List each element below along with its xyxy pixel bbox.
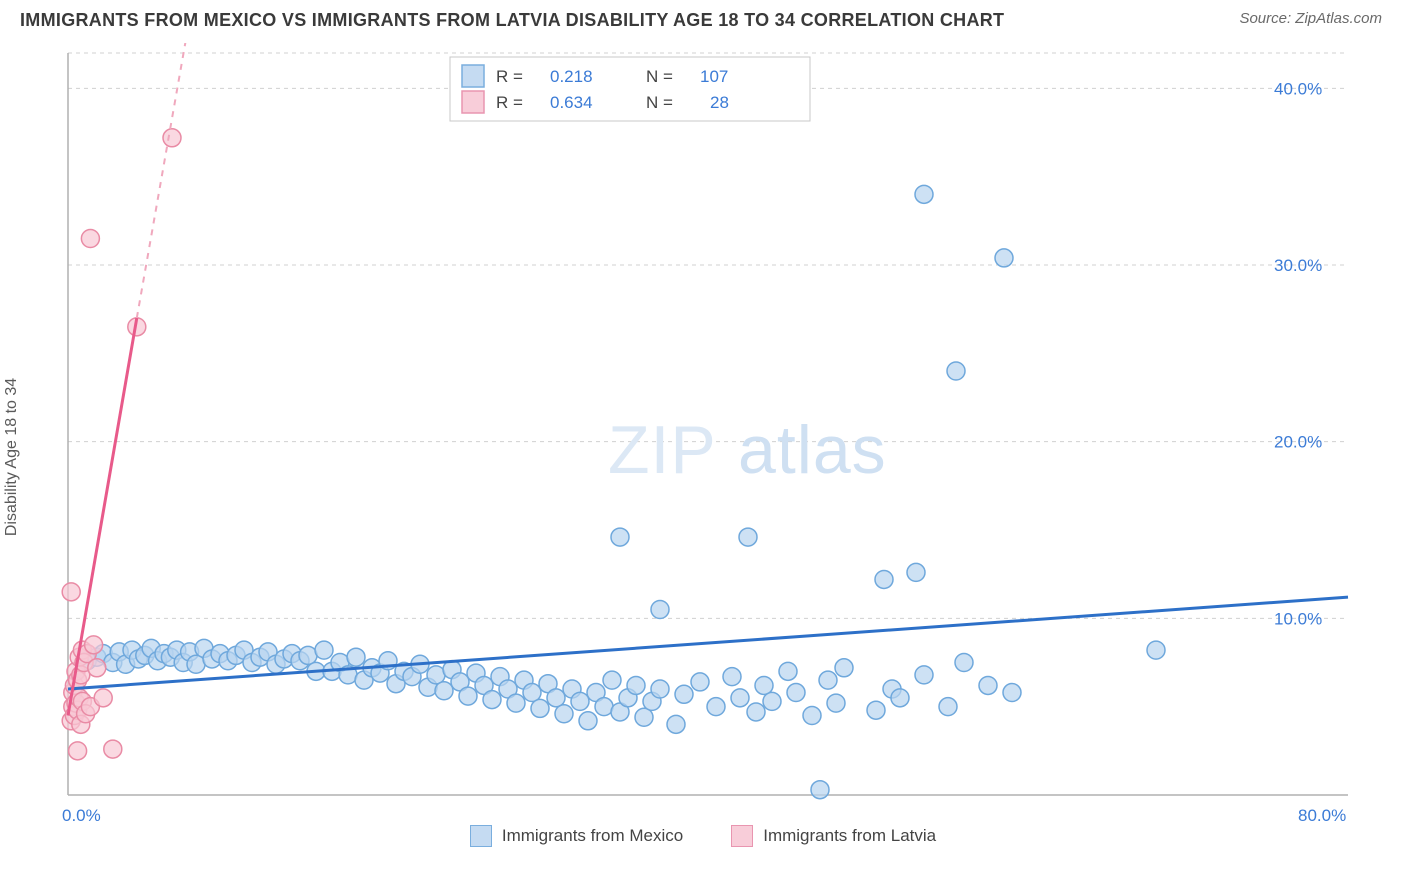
data-point: [163, 129, 181, 147]
svg-text:N =: N =: [646, 67, 673, 86]
svg-text:107: 107: [700, 67, 728, 86]
data-point: [915, 185, 933, 203]
data-point: [811, 781, 829, 799]
svg-text:0.0%: 0.0%: [62, 806, 101, 825]
data-point: [691, 673, 709, 691]
data-point: [1147, 641, 1165, 659]
data-point: [611, 528, 629, 546]
svg-text:N =: N =: [646, 93, 673, 112]
y-axis-label: Disability Age 18 to 34: [3, 378, 21, 536]
data-point: [955, 654, 973, 672]
data-point: [731, 689, 749, 707]
data-point: [667, 715, 685, 733]
data-point: [94, 689, 112, 707]
data-point: [315, 641, 333, 659]
header: IMMIGRANTS FROM MEXICO VS IMMIGRANTS FRO…: [0, 0, 1406, 43]
legend-label: Immigrants from Latvia: [763, 826, 936, 846]
data-point: [979, 676, 997, 694]
data-point: [88, 659, 106, 677]
svg-text:30.0%: 30.0%: [1274, 256, 1322, 275]
svg-text:20.0%: 20.0%: [1274, 433, 1322, 452]
square-swatch-icon: [731, 825, 753, 847]
data-point: [915, 666, 933, 684]
data-point: [739, 528, 757, 546]
data-point: [803, 707, 821, 725]
data-point: [875, 570, 893, 588]
data-point: [723, 668, 741, 686]
data-point: [595, 698, 613, 716]
data-point: [555, 705, 573, 723]
data-point: [939, 698, 957, 716]
data-point: [947, 362, 965, 380]
data-point: [81, 230, 99, 248]
data-point: [891, 689, 909, 707]
data-point: [603, 671, 621, 689]
svg-text:atlas: atlas: [738, 412, 887, 488]
chart-container: Disability Age 18 to 34 10.0% 20.0% 30.0% 4…: [0, 43, 1406, 853]
svg-text:ZIP: ZIP: [608, 412, 717, 488]
chart-title: IMMIGRANTS FROM MEXICO VS IMMIGRANTS FRO…: [20, 10, 1004, 31]
data-point: [579, 712, 597, 730]
svg-text:28: 28: [710, 93, 729, 112]
legend-item-mexico: Immigrants from Mexico: [470, 825, 683, 847]
trend-line-latvia-extrapolated: [137, 43, 196, 318]
svg-text:10.0%: 10.0%: [1274, 609, 1322, 628]
data-point: [651, 680, 669, 698]
data-point: [747, 703, 765, 721]
data-point: [62, 583, 80, 601]
data-point: [459, 687, 477, 705]
square-swatch-icon: [470, 825, 492, 847]
data-point: [995, 249, 1013, 267]
legend-item-latvia: Immigrants from Latvia: [731, 825, 936, 847]
data-point: [907, 563, 925, 581]
svg-text:40.0%: 40.0%: [1274, 79, 1322, 98]
svg-text:0.634: 0.634: [550, 93, 593, 112]
data-point: [779, 662, 797, 680]
data-point: [347, 648, 365, 666]
svg-text:0.218: 0.218: [550, 67, 593, 86]
data-point: [85, 636, 103, 654]
data-point: [507, 694, 525, 712]
data-point: [104, 740, 122, 758]
data-point: [483, 691, 501, 709]
data-point: [787, 684, 805, 702]
data-point: [675, 685, 693, 703]
data-point: [531, 699, 549, 717]
data-point: [1003, 684, 1021, 702]
data-point: [627, 676, 645, 694]
source-label: Source: ZipAtlas.com: [1239, 10, 1382, 27]
legend-label: Immigrants from Mexico: [502, 826, 683, 846]
data-point: [651, 601, 669, 619]
data-point: [827, 694, 845, 712]
svg-text:R =: R =: [496, 67, 523, 86]
scatter-plot: 10.0% 20.0% 30.0% 40.0% ZIP atlas 0.0% 80.0% R =…: [48, 43, 1368, 853]
square-swatch-icon: [462, 91, 484, 113]
bottom-legend: Immigrants from Mexico Immigrants from L…: [0, 825, 1406, 847]
data-point: [571, 692, 589, 710]
data-point: [707, 698, 725, 716]
svg-text:R =: R =: [496, 93, 523, 112]
data-point: [819, 671, 837, 689]
data-point: [763, 692, 781, 710]
data-point: [867, 701, 885, 719]
data-point: [69, 742, 87, 760]
data-point: [435, 682, 453, 700]
svg-text:80.0%: 80.0%: [1298, 806, 1346, 825]
square-swatch-icon: [462, 65, 484, 87]
data-point: [835, 659, 853, 677]
